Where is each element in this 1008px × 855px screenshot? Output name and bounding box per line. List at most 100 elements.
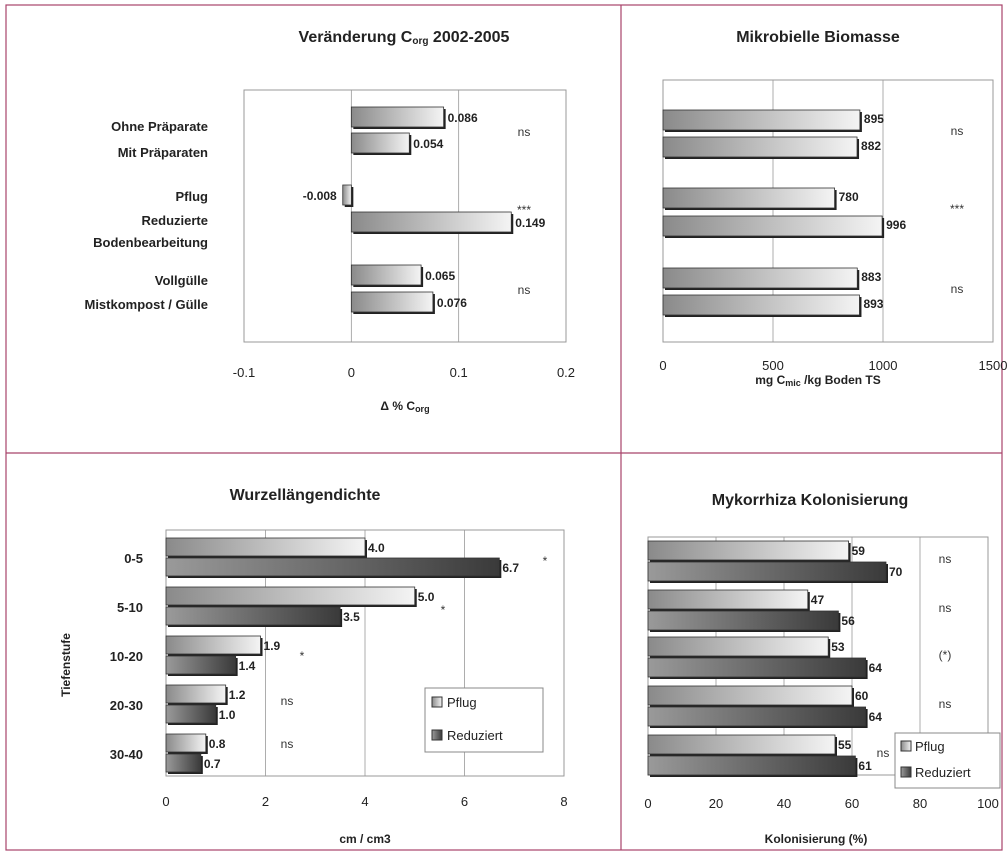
x-tick-label: 0.2 bbox=[557, 365, 575, 380]
bar bbox=[342, 184, 352, 206]
data-label: 1.4 bbox=[239, 659, 256, 673]
x-tick-label: 60 bbox=[845, 796, 859, 811]
bar bbox=[662, 187, 836, 209]
data-label: 0.054 bbox=[413, 137, 443, 151]
bar-reduziert bbox=[647, 610, 839, 631]
legend-swatch-pflug bbox=[431, 696, 443, 708]
significance-label: ns bbox=[281, 737, 294, 751]
bar bbox=[662, 109, 861, 131]
data-label: 0.149 bbox=[515, 216, 545, 230]
data-label: 55 bbox=[838, 738, 852, 752]
data-label: 1.0 bbox=[219, 708, 236, 722]
significance-label: * bbox=[543, 554, 548, 568]
significance-label: *** bbox=[517, 203, 531, 217]
bar bbox=[662, 215, 883, 237]
chart-title: Mykorrhiza Kolonisierung bbox=[712, 492, 908, 509]
bar-pflug bbox=[647, 589, 809, 610]
data-label: 3.5 bbox=[343, 610, 360, 624]
bar-reduziert bbox=[165, 704, 217, 724]
x-tick-label: 0 bbox=[659, 358, 666, 373]
x-axis-label: mg Cmic /kg Boden TS bbox=[755, 373, 881, 388]
category-label: Pflug bbox=[176, 189, 209, 204]
bar-reduziert bbox=[165, 557, 500, 577]
bar bbox=[662, 267, 858, 289]
data-label: 1.9 bbox=[264, 639, 281, 653]
legend-label-pflug: Pflug bbox=[915, 739, 945, 754]
data-label: 61 bbox=[858, 759, 872, 773]
significance-label: ns bbox=[518, 125, 531, 139]
legend-label-pflug: Pflug bbox=[447, 695, 477, 710]
bar-reduziert bbox=[165, 753, 202, 773]
data-label: 5.0 bbox=[418, 590, 435, 604]
bar-pflug bbox=[165, 537, 366, 557]
x-tick-label: 1500 bbox=[979, 358, 1008, 373]
significance-label: ns bbox=[518, 283, 531, 297]
significance-label: ns bbox=[951, 282, 964, 296]
data-label: 883 bbox=[861, 270, 881, 284]
bar-pflug bbox=[165, 586, 416, 606]
x-tick-label: 80 bbox=[913, 796, 927, 811]
x-tick-label: 1000 bbox=[869, 358, 898, 373]
legend-label-reduziert: Reduziert bbox=[447, 728, 503, 743]
bar bbox=[350, 132, 410, 154]
x-tick-label: 0 bbox=[162, 794, 169, 809]
x-tick-label: 4 bbox=[361, 794, 368, 809]
x-tick-label: 40 bbox=[777, 796, 791, 811]
significance-label: ns bbox=[939, 697, 952, 711]
data-label: 780 bbox=[839, 190, 859, 204]
legend: Pflug Reduziert bbox=[894, 732, 1001, 789]
x-tick-label: 500 bbox=[762, 358, 784, 373]
bar-pflug bbox=[647, 636, 829, 657]
legend-swatch-reduziert bbox=[431, 729, 443, 741]
category-label: Mit Präparaten bbox=[118, 145, 208, 160]
significance-label: ns bbox=[939, 552, 952, 566]
category-label: Mistkompost / Gülle bbox=[84, 297, 208, 312]
bar-reduziert bbox=[165, 606, 341, 626]
category-label: 20-30 bbox=[110, 698, 143, 713]
x-tick-label: 0 bbox=[644, 796, 651, 811]
data-label: 64 bbox=[869, 661, 883, 675]
significance-label: *** bbox=[950, 202, 964, 216]
x-tick-label: 0.1 bbox=[450, 365, 468, 380]
data-label: -0.008 bbox=[303, 189, 337, 203]
bar-pflug bbox=[647, 540, 850, 561]
significance-label: * bbox=[300, 649, 305, 663]
data-label: 0.065 bbox=[425, 269, 455, 283]
bar-reduziert bbox=[165, 655, 237, 675]
legend-box bbox=[894, 732, 1001, 789]
bar bbox=[662, 294, 860, 316]
data-label: 0.7 bbox=[204, 757, 221, 771]
significance-label: ns bbox=[877, 746, 890, 760]
chart-root-length-density: Wurzellängendichte Tiefenstufe 0 2 4 6 8 0-5… bbox=[59, 487, 568, 846]
category-label: 5-10 bbox=[117, 600, 143, 615]
significance-label: ns bbox=[281, 694, 294, 708]
bar bbox=[350, 291, 434, 313]
x-tick-label: 100 bbox=[977, 796, 999, 811]
x-axis-label: Kolonisierung (%) bbox=[765, 832, 868, 846]
category-label: Reduzierte bbox=[142, 213, 208, 228]
bar-pflug bbox=[647, 685, 853, 706]
x-tick-label: 0 bbox=[348, 365, 355, 380]
data-label: 0.076 bbox=[437, 296, 467, 310]
significance-label: * bbox=[441, 603, 446, 617]
bar-reduziert bbox=[647, 561, 887, 582]
bar-pflug bbox=[647, 734, 836, 755]
x-tick-label: 8 bbox=[560, 794, 567, 809]
chart-microbial-biomass: Mikrobielle Biomasse 0 500 1000 1500 895 882… bbox=[659, 29, 1007, 388]
chart-title: Wurzellängendichte bbox=[230, 487, 381, 504]
bar-reduziert bbox=[647, 706, 867, 727]
chart-corg-change: Veränderung Corg 2002-2005 -0.1 0 0.1 0.2 0… bbox=[84, 29, 575, 414]
legend-swatch-pflug bbox=[900, 740, 912, 752]
category-label: 0-5 bbox=[124, 551, 143, 566]
figure-border bbox=[5, 4, 1003, 851]
data-label: 4.0 bbox=[368, 541, 385, 555]
bar-pflug bbox=[165, 684, 227, 704]
bar bbox=[350, 211, 512, 233]
data-label: 882 bbox=[861, 139, 881, 153]
bar-pflug bbox=[165, 635, 261, 655]
data-label: 60 bbox=[855, 689, 869, 703]
data-label: 893 bbox=[863, 297, 883, 311]
data-label: 0.8 bbox=[209, 737, 226, 751]
bar-pflug bbox=[165, 733, 207, 753]
